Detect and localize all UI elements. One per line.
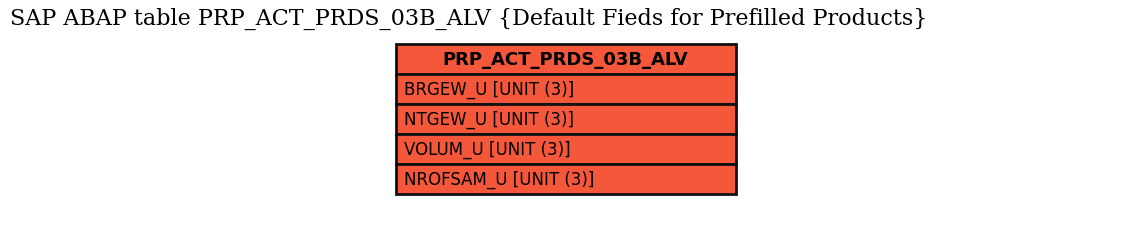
- Text: SAP ABAP table PRP_ACT_PRDS_03B_ALV {Default Fieds for Prefilled Products}: SAP ABAP table PRP_ACT_PRDS_03B_ALV {Def…: [10, 8, 927, 30]
- Bar: [396, 134, 735, 164]
- Bar: [396, 105, 735, 134]
- Bar: [396, 164, 735, 194]
- Text: BRGEW_U [UNIT (3)]: BRGEW_U [UNIT (3)]: [404, 81, 573, 99]
- Text: NROFSAM_U [UNIT (3)]: NROFSAM_U [UNIT (3)]: [404, 170, 594, 188]
- Text: NTGEW_U [UNIT (3)]: NTGEW_U [UNIT (3)]: [404, 110, 573, 129]
- Bar: [396, 45, 735, 75]
- Text: PRP_ACT_PRDS_03B_ALV: PRP_ACT_PRDS_03B_ALV: [442, 51, 689, 69]
- Bar: [396, 75, 735, 105]
- Text: VOLUM_U [UNIT (3)]: VOLUM_U [UNIT (3)]: [404, 140, 570, 158]
